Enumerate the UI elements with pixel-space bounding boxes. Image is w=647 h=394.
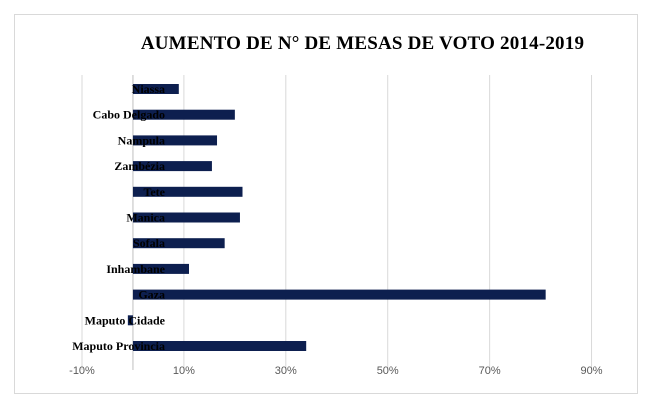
category-label: Manica — [126, 211, 165, 225]
x-tick-label: -10% — [69, 365, 95, 376]
category-label: Zambézia — [114, 159, 165, 173]
chart-frame — [14, 14, 638, 394]
bar — [132, 289, 546, 300]
x-tick-label: 10% — [173, 365, 195, 376]
category-label: Cabo Delgado — [93, 108, 165, 122]
x-tick-label: 30% — [275, 365, 297, 376]
bar — [132, 263, 189, 274]
x-tick-label: 50% — [377, 365, 399, 376]
category-label: Niassa — [132, 82, 165, 96]
bar — [132, 212, 240, 223]
bar-chart: -10% 10% 30% 50% 70% 90% Niassa Cabo Delgado Nam… — [69, 75, 603, 376]
category-label: Gaza — [138, 288, 165, 302]
category-label: Maputo Cidade — [85, 313, 166, 327]
category-label: Sofala — [133, 236, 165, 250]
bar — [132, 135, 218, 146]
bar — [132, 84, 179, 94]
bar — [132, 109, 235, 120]
chart-title: AUMENTO DE N° DE MESAS DE VOTO 2014-2019 — [140, 33, 585, 54]
category-label: Tete — [143, 185, 165, 199]
bar — [132, 341, 307, 351]
category-label: Nampula — [118, 133, 165, 147]
bar — [132, 161, 212, 172]
bar — [132, 238, 225, 249]
bar — [132, 186, 243, 197]
x-tick-label: 90% — [581, 365, 603, 376]
category-label: Maputo Provincia — [72, 339, 165, 353]
category-label: Inhambane — [106, 262, 165, 276]
x-tick-label: 70% — [479, 365, 501, 376]
bar — [127, 315, 133, 326]
